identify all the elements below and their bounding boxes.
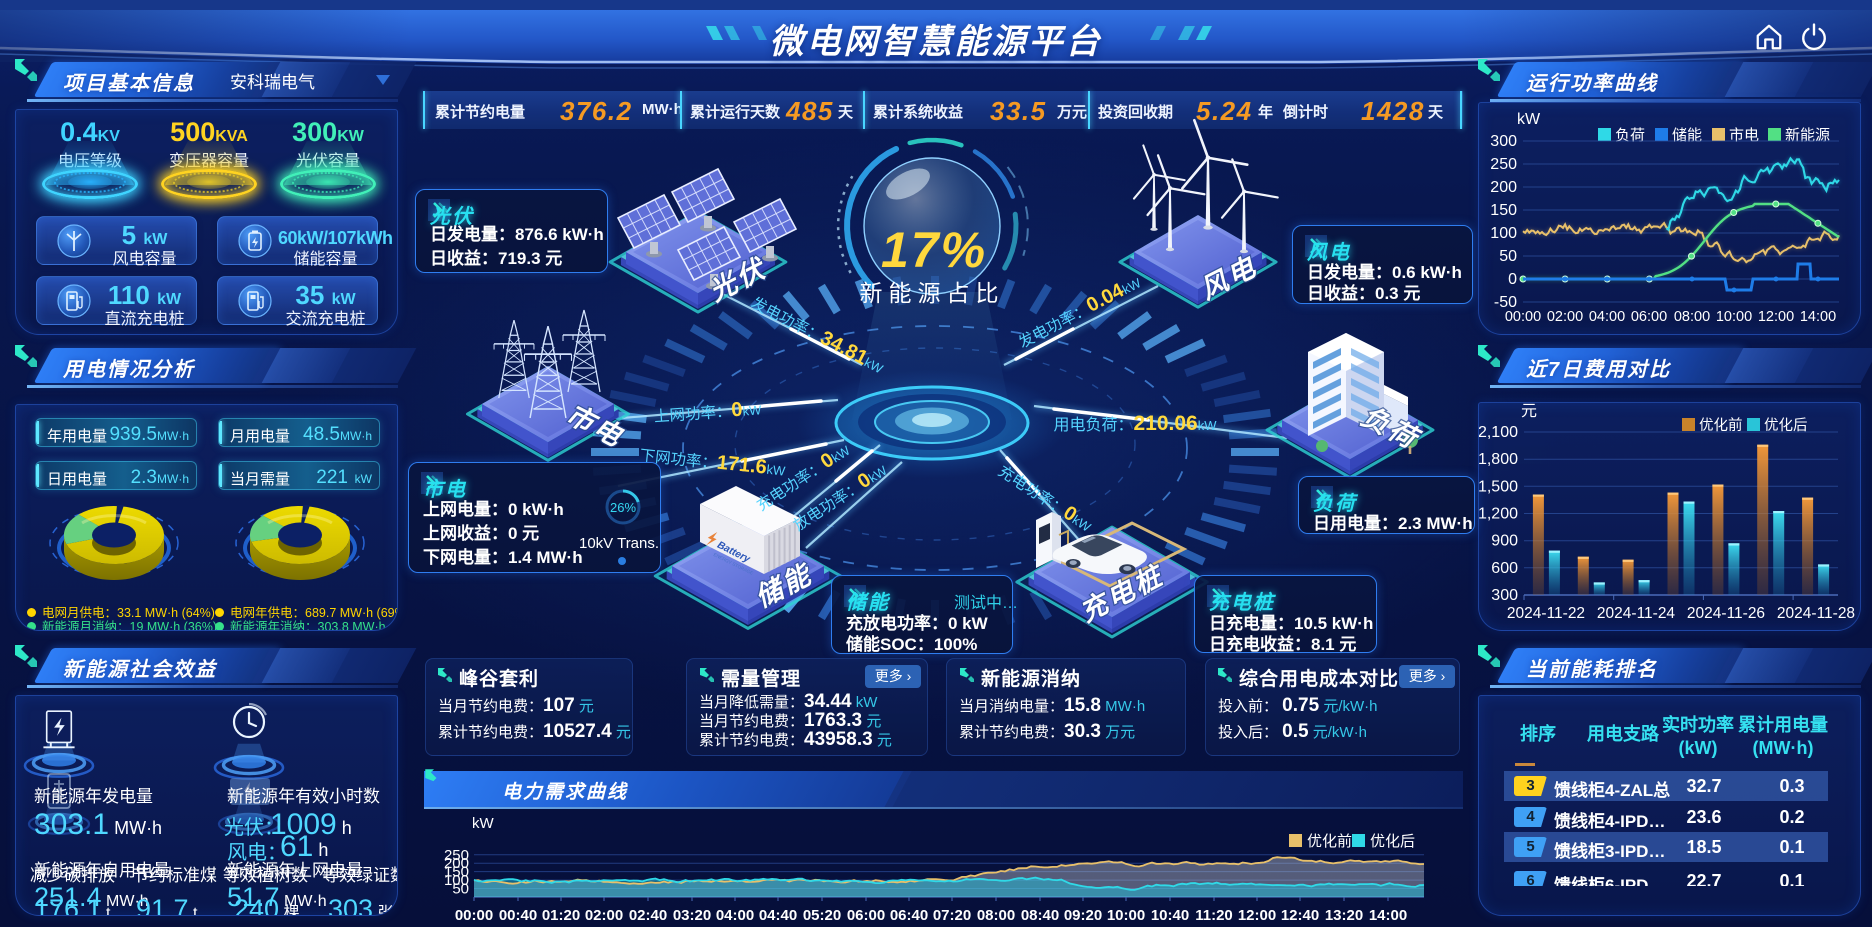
svg-text:03:20: 03:20 xyxy=(673,907,711,924)
svg-text:150: 150 xyxy=(444,864,469,881)
svg-text:12:00: 12:00 xyxy=(1238,907,1276,924)
svg-text:12:00: 12:00 xyxy=(1758,309,1794,325)
svg-text:50: 50 xyxy=(1499,248,1517,265)
svg-text:01:20: 01:20 xyxy=(542,907,580,924)
svg-text:负荷: 负荷 xyxy=(1615,127,1645,144)
svg-text:kW: kW xyxy=(1517,111,1541,128)
svg-text:10:00: 10:00 xyxy=(1107,907,1145,924)
svg-text:2024-11-26: 2024-11-26 xyxy=(1687,605,1765,622)
svg-text:优化后: 优化后 xyxy=(1764,417,1808,434)
svg-text:250: 250 xyxy=(1490,156,1517,173)
svg-text:元: 元 xyxy=(1521,403,1537,420)
svg-text:00:40: 00:40 xyxy=(499,907,537,924)
svg-text:优化前: 优化前 xyxy=(1699,417,1743,434)
svg-text:1,800: 1,800 xyxy=(1479,451,1518,468)
svg-text:-50: -50 xyxy=(1494,294,1517,311)
svg-text:06:00: 06:00 xyxy=(847,907,885,924)
svg-text:10:00: 10:00 xyxy=(1716,309,1752,325)
svg-text:2024-11-24: 2024-11-24 xyxy=(1597,605,1676,622)
svg-text:600: 600 xyxy=(1491,560,1518,577)
svg-text:04:00: 04:00 xyxy=(716,907,754,924)
svg-text:04:00: 04:00 xyxy=(1589,309,1625,325)
svg-text:10:40: 10:40 xyxy=(1151,907,1189,924)
svg-text:02:00: 02:00 xyxy=(585,907,623,924)
svg-text:2,100: 2,100 xyxy=(1479,424,1518,441)
svg-text:04:40: 04:40 xyxy=(759,907,797,924)
svg-text:17%: 17% xyxy=(881,222,987,278)
svg-text:上网功率：0kW: 上网功率：0kW xyxy=(653,397,762,426)
svg-text:新能源占比: 新能源占比 xyxy=(860,280,1005,306)
svg-text:优化前: 优化前 xyxy=(1307,833,1352,850)
svg-text:02:00: 02:00 xyxy=(1547,309,1583,325)
svg-text:150: 150 xyxy=(1490,202,1517,219)
svg-text:300: 300 xyxy=(1491,587,1518,604)
svg-text:08:00: 08:00 xyxy=(977,907,1015,924)
svg-text:50: 50 xyxy=(452,881,469,898)
svg-text:14:00: 14:00 xyxy=(1369,907,1407,924)
svg-text:200: 200 xyxy=(1490,179,1517,196)
svg-text:26%: 26% xyxy=(610,500,636,515)
svg-text:100: 100 xyxy=(1490,225,1517,242)
svg-text:06:00: 06:00 xyxy=(1631,309,1667,325)
svg-text:00:00: 00:00 xyxy=(1505,309,1541,325)
svg-text:11:20: 11:20 xyxy=(1195,907,1233,924)
svg-text:14:00: 14:00 xyxy=(1800,309,1836,325)
svg-text:05:20: 05:20 xyxy=(803,907,841,924)
svg-text:用电负荷：210.06kW: 用电负荷：210.06kW xyxy=(1053,412,1217,435)
svg-text:09:20: 09:20 xyxy=(1064,907,1102,924)
svg-text:12:40: 12:40 xyxy=(1281,907,1319,924)
svg-text:2024-11-28: 2024-11-28 xyxy=(1777,605,1855,622)
svg-text:1,500: 1,500 xyxy=(1479,478,1518,495)
svg-text:13:20: 13:20 xyxy=(1325,907,1363,924)
svg-text:02:40: 02:40 xyxy=(629,907,667,924)
svg-text:250: 250 xyxy=(444,847,469,864)
svg-text:储能: 储能 xyxy=(1672,127,1702,144)
svg-text:优化后: 优化后 xyxy=(1370,833,1415,850)
svg-text:06:40: 06:40 xyxy=(890,907,928,924)
svg-text:kW: kW xyxy=(472,815,495,832)
svg-text:1,200: 1,200 xyxy=(1479,506,1518,523)
svg-text:08:40: 08:40 xyxy=(1021,907,1059,924)
svg-text:2024-11-22: 2024-11-22 xyxy=(1507,605,1585,622)
svg-text:300: 300 xyxy=(1490,133,1517,150)
svg-text:新能源: 新能源 xyxy=(1785,127,1830,144)
svg-text:00:00: 00:00 xyxy=(455,907,493,924)
svg-text:市电: 市电 xyxy=(1729,127,1759,144)
svg-text:200: 200 xyxy=(444,855,469,872)
svg-text:0: 0 xyxy=(1508,271,1517,288)
svg-text:08:00: 08:00 xyxy=(1674,309,1710,325)
svg-text:900: 900 xyxy=(1491,533,1518,550)
svg-text:07:20: 07:20 xyxy=(933,907,971,924)
svg-text:100: 100 xyxy=(444,872,469,889)
